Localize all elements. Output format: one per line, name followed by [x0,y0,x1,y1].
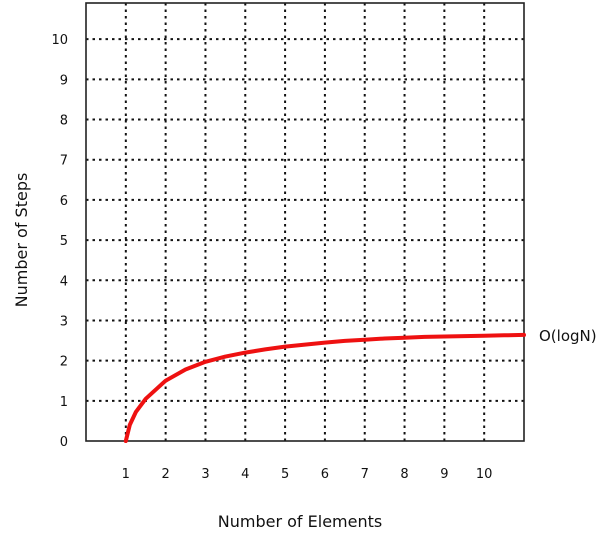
y-tick-label: 1 [60,395,68,410]
y-tick-label: 8 [60,114,68,129]
x-tick-label: 7 [361,467,369,482]
x-tick-label: 8 [400,467,408,482]
y-tick-label: 5 [60,234,68,249]
y-tick-label: 7 [60,154,68,169]
y-tick-label: 0 [60,435,68,450]
series-line [123,332,526,443]
y-tick-label: 2 [60,355,68,370]
x-tick-label: 9 [440,467,448,482]
y-axis-title: Number of Steps [12,173,31,308]
y-tick-label: 3 [60,314,68,329]
y-tick-labels: 0 1 2 3 4 5 6 7 8 9 10 [51,33,68,450]
y-tick-label: 6 [60,194,68,209]
series-label: O(logN) [539,327,597,345]
x-axis-title: Number of Elements [218,512,382,531]
plot-frame [85,2,525,442]
y-tick-label: 9 [60,73,68,88]
x-tick-label: 4 [241,467,249,482]
y-tick-label: 10 [51,33,68,48]
series-layer: O(logN) [123,327,597,443]
x-tick-label: 6 [321,467,329,482]
y-tick-label: 4 [60,274,68,289]
x-tick-label: 1 [122,467,130,482]
x-tick-label: 5 [281,467,289,482]
x-tick-label: 3 [201,467,209,482]
x-tick-labels: 1 2 3 4 5 6 7 8 9 10 [122,467,493,482]
x-tick-label: 10 [476,467,493,482]
x-tick-label: 2 [161,467,169,482]
grid-lines [86,3,524,441]
